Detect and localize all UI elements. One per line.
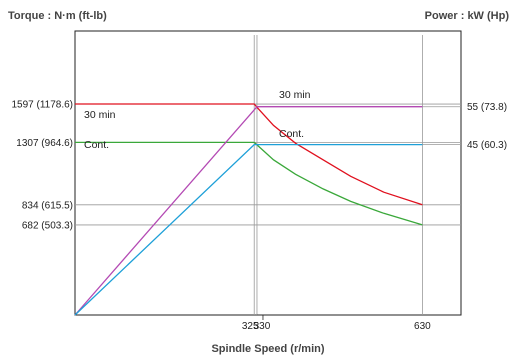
left-tick-label: 1597 (1178.6) bbox=[11, 100, 73, 111]
series-line-power-3 bbox=[74, 143, 423, 316]
right-tick-label: 55 (73.8) bbox=[467, 102, 507, 113]
series-line-torque-0 bbox=[75, 103, 423, 206]
tick-labels: 1597 (1178.6) 1307 (964.6) 834 (615.5) 682 … bbox=[11, 100, 507, 332]
x-tick-label: 330 bbox=[254, 321, 271, 332]
right-axis-label: Power : kW (Hp) bbox=[425, 10, 510, 22]
power-30min-label: 30 min bbox=[279, 89, 311, 101]
x-tick-label: 325 bbox=[242, 321, 259, 332]
left-tick-label: 834 (615.5) bbox=[22, 200, 73, 211]
series-line-power-2 bbox=[74, 106, 423, 316]
torque-cont-label: Cont. bbox=[84, 139, 109, 151]
x-axis-label: Spindle Speed (r/min) bbox=[211, 343, 324, 355]
series-line-torque-1 bbox=[75, 141, 423, 226]
torque-30min-label: 30 min bbox=[84, 109, 116, 121]
guide-lines bbox=[75, 35, 461, 315]
left-tick-label: 682 (503.3) bbox=[22, 220, 73, 231]
plot-frame bbox=[74, 30, 462, 316]
power-cont-label: Cont. bbox=[279, 128, 304, 140]
series-lines bbox=[74, 103, 423, 316]
x-tick-label: 630 bbox=[414, 321, 431, 332]
left-axis-label: Torque : N·m (ft-lb) bbox=[8, 10, 107, 22]
right-tick-label: 45 (60.3) bbox=[467, 140, 507, 151]
left-tick-label: 1307 (964.6) bbox=[16, 138, 73, 149]
